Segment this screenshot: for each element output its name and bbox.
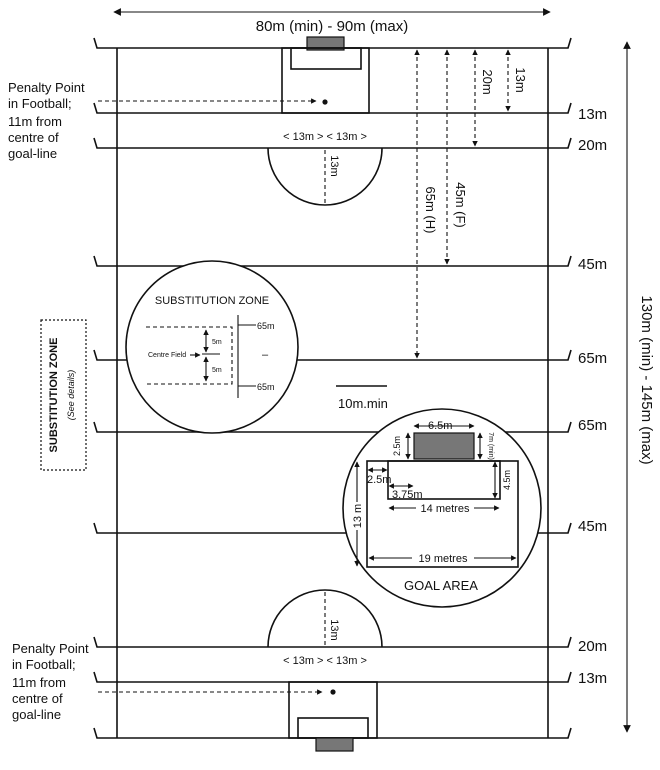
arc-bottom-radius-label: 13m bbox=[328, 619, 340, 640]
substitution-65-bottom-label: 65m bbox=[257, 382, 275, 392]
goal-area-3-75m-label: 3.75m bbox=[392, 489, 423, 501]
centre-field-label: Centre Field bbox=[148, 352, 186, 359]
penalty-point-top bbox=[322, 99, 328, 105]
goal-area-4-5m-label: 4.5m bbox=[502, 470, 512, 490]
label-45m-bottom: 45m bbox=[578, 518, 607, 535]
arc-top bbox=[267, 147, 383, 206]
goal-area-2-5m-offset-label: 2.5m bbox=[367, 474, 391, 486]
label-65m-top: 65m bbox=[578, 350, 607, 367]
goal-area-14m-label-bg bbox=[416, 500, 474, 514]
substitution-zone-side-box bbox=[40, 319, 87, 471]
span-45m-label: 45m (F) bbox=[453, 182, 468, 228]
penalty-note-top-line2: in Football; bbox=[8, 96, 72, 111]
small-rectangle-bottom bbox=[297, 717, 369, 739]
label-13m-bottom: 13m bbox=[578, 670, 607, 687]
goal-area-14m-label: 14 metres bbox=[421, 503, 470, 515]
arc-bottom-spacing-label: < 13m > < 13m > bbox=[283, 655, 367, 667]
line-extension-ticks bbox=[93, 37, 572, 739]
substitution-zone-circle bbox=[125, 260, 299, 434]
goal-area-19m-label-bg bbox=[412, 550, 474, 564]
small-rectangle-top bbox=[290, 47, 362, 70]
goal-area-goal bbox=[413, 432, 475, 460]
penalty-note-top-line1: Penalty Point bbox=[8, 80, 85, 95]
substitution-zone-side-label: SUBSTITUTION ZONE bbox=[48, 338, 60, 453]
penalty-note-bottom-line5: goal-line bbox=[12, 707, 61, 722]
substitution-5m-label-a: 5m bbox=[212, 339, 222, 346]
goal-area-title: GOAL AREA bbox=[404, 578, 478, 593]
penalty-note-top-line5: goal-line bbox=[8, 146, 57, 161]
label-20m-top: 20m bbox=[578, 137, 607, 154]
span-13m-label: 13m bbox=[513, 67, 528, 92]
penalty-note-bottom-line3: 11m from bbox=[12, 675, 66, 690]
label-45m-top: 45m bbox=[578, 256, 607, 273]
penalty-note-top: Penalty Point in Football; 11m from cent… bbox=[8, 80, 85, 161]
label-20m-bottom: 20m bbox=[578, 638, 607, 655]
width-dimension-label: 80m (min) - 90m (max) bbox=[256, 18, 409, 35]
penalty-point-bottom bbox=[330, 689, 336, 695]
span-20m-label: 20m bbox=[480, 69, 495, 94]
goal-area-19m-label: 19 metres bbox=[419, 553, 468, 565]
goal-area-2-5m-top-label: 2.5m bbox=[392, 436, 402, 456]
goal-area-large-rect bbox=[366, 460, 519, 568]
arc-top-radius-label: 13m bbox=[328, 155, 340, 176]
length-dimension-label: 130m (min) - 145m (max) bbox=[638, 295, 655, 464]
substitution-circle-title: SUBSTITUTION ZONE bbox=[155, 295, 269, 307]
penalty-note-top-line3: 11m from bbox=[8, 114, 62, 129]
goal-top bbox=[306, 36, 345, 51]
substitution-65-top-label: 65m bbox=[257, 321, 275, 331]
penalty-note-bottom-line2: in Football; bbox=[12, 657, 76, 672]
substitution-zone-outline bbox=[146, 326, 233, 385]
penalty-note-bottom-line4: centre of bbox=[12, 691, 63, 706]
substitution-5m-label-b: 5m bbox=[212, 367, 222, 374]
large-rectangle-top bbox=[281, 47, 370, 114]
arc-top-spacing-label: < 13m > < 13m > bbox=[283, 131, 367, 143]
goal-area-13m-label-bg bbox=[351, 502, 363, 530]
penalty-note-bottom-line1: Penalty Point bbox=[12, 641, 89, 656]
label-65m-bottom: 65m bbox=[578, 417, 607, 434]
goal-area-7m-label: 7m (min) bbox=[487, 432, 494, 460]
penalty-note-bottom: Penalty Point in Football; 11m from cent… bbox=[12, 641, 89, 722]
label-13m-top: 13m bbox=[578, 106, 607, 123]
substitution-mid-dash: – bbox=[262, 349, 269, 361]
penalty-note-top-line4: centre of bbox=[8, 130, 59, 145]
span-65m-label: 65m (H) bbox=[423, 187, 438, 234]
arc-bottom bbox=[267, 589, 383, 648]
scale-label: 10m.min bbox=[338, 396, 388, 411]
substitution-zone-side-sub: (See details) bbox=[66, 370, 76, 421]
goal-area-13m-label: 13 m bbox=[352, 504, 364, 528]
goal-area-6-5m-label: 6.5m bbox=[428, 420, 452, 432]
goal-bottom bbox=[315, 737, 354, 752]
